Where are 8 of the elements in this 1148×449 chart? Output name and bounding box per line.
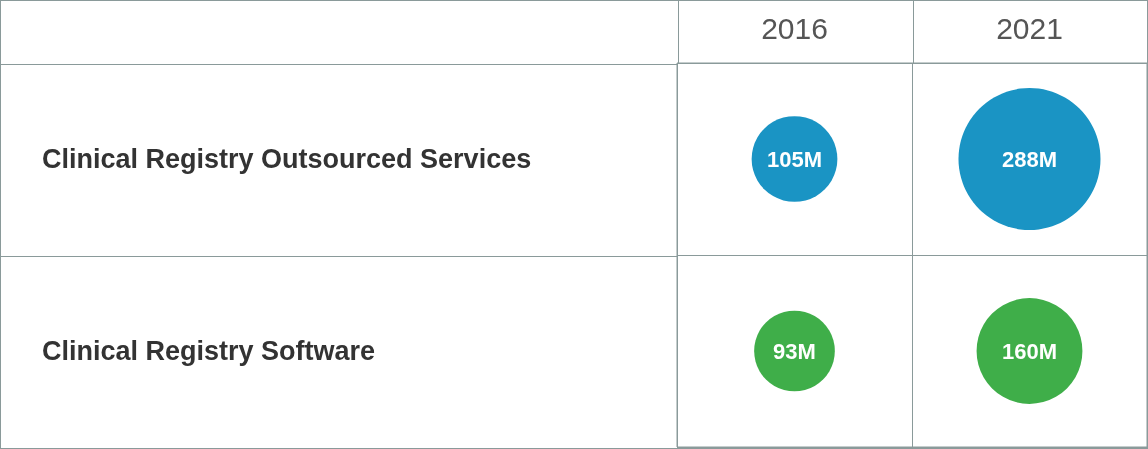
category-label: Clinical Registry Software [42, 336, 376, 366]
data-label: 288M [1001, 146, 1058, 172]
category-label: Clinical Registry Outsourced Services [42, 144, 532, 174]
data-label: 160M [1001, 338, 1058, 364]
data-label: 93M [773, 338, 816, 364]
series-label: 2021 [996, 11, 1063, 45]
data-label: 105M [766, 146, 823, 172]
text: 2016 [761, 11, 828, 45]
